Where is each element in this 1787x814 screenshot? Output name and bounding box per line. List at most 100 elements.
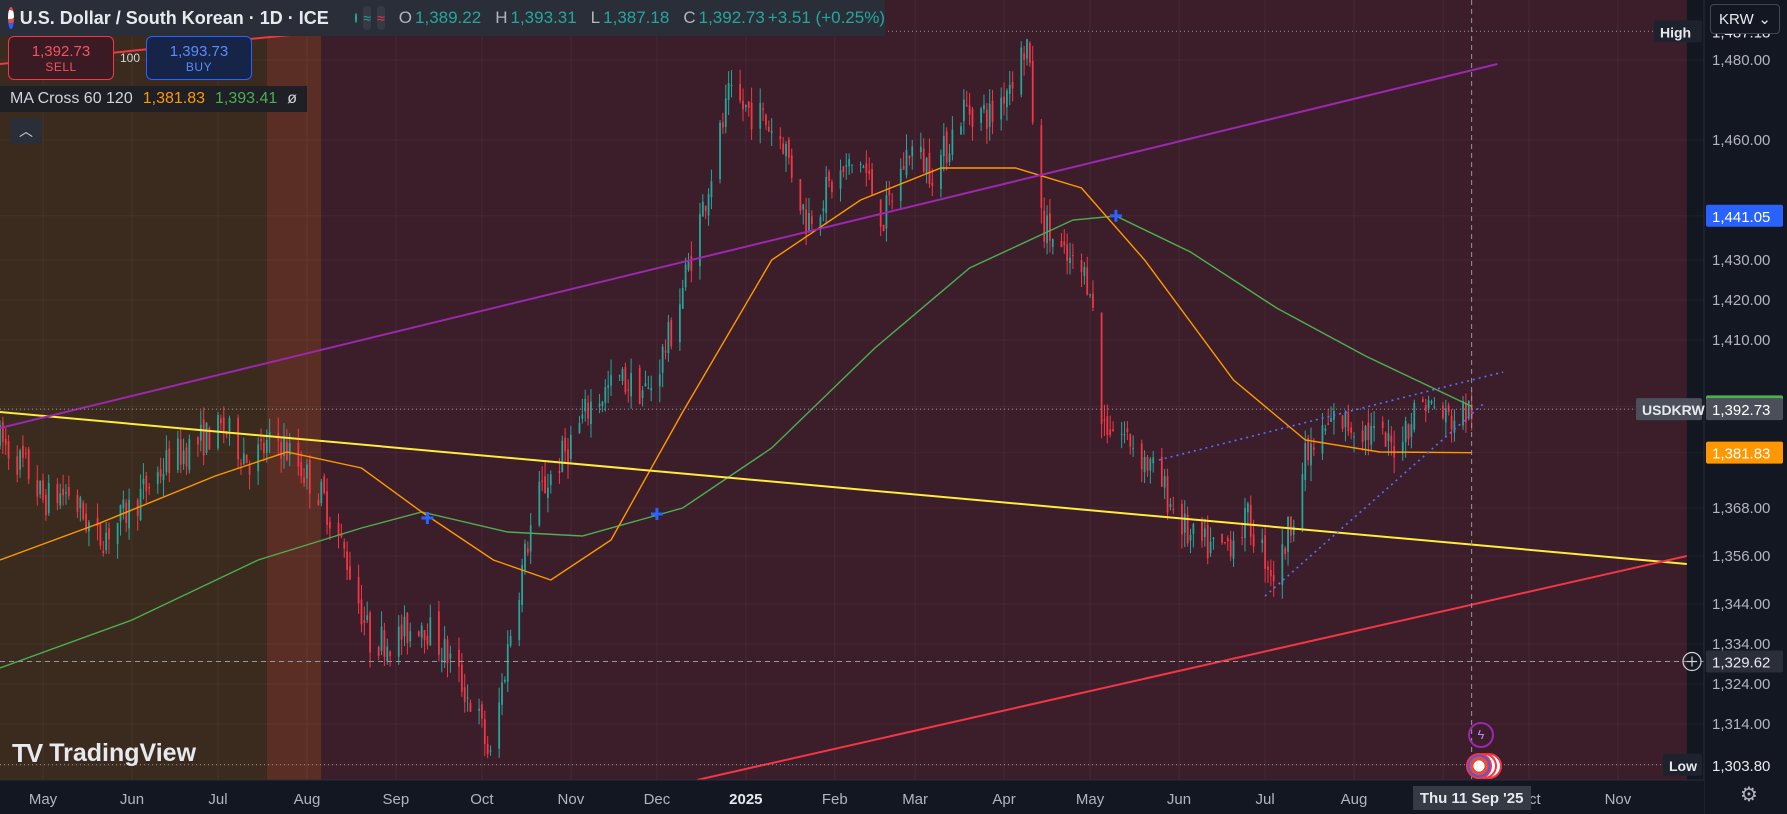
candle-body bbox=[1043, 210, 1046, 242]
candle-body bbox=[1370, 425, 1373, 445]
ma-fast-value: 1,381.83 bbox=[142, 90, 206, 107]
candle-body bbox=[306, 464, 308, 479]
economic-events-icon[interactable] bbox=[1466, 753, 1506, 779]
candle-body bbox=[1344, 411, 1347, 428]
candle-body bbox=[99, 522, 102, 546]
candle-body bbox=[79, 497, 82, 509]
alert-wave-icon[interactable]: ≈ bbox=[377, 6, 385, 30]
candle-body bbox=[1026, 39, 1028, 59]
buy-button[interactable]: 1,393.73 BUY bbox=[146, 36, 252, 80]
candle-body bbox=[1361, 430, 1364, 442]
gear-icon[interactable]: ⚙ bbox=[1740, 784, 1758, 806]
candle-body bbox=[529, 525, 532, 552]
candle-body bbox=[819, 216, 822, 228]
candle-body bbox=[770, 130, 773, 133]
candle-body bbox=[750, 102, 753, 130]
candle-body bbox=[67, 487, 70, 496]
candle-body bbox=[389, 651, 392, 657]
candle-body bbox=[145, 475, 148, 492]
candle-body bbox=[1049, 213, 1051, 241]
candle-body bbox=[219, 418, 222, 424]
candle-body bbox=[340, 533, 343, 537]
currency-selector[interactable]: KRW ⌄ bbox=[1710, 4, 1780, 34]
candle-body bbox=[1112, 429, 1114, 432]
candle-body bbox=[24, 453, 27, 455]
candle-body bbox=[928, 153, 931, 184]
time-tick-label: Dec bbox=[644, 791, 671, 808]
candle-body bbox=[925, 158, 928, 175]
candle-body bbox=[182, 450, 185, 465]
candle-body bbox=[242, 453, 245, 464]
candle-body bbox=[1152, 457, 1155, 464]
candle-body bbox=[911, 146, 914, 157]
sell-button[interactable]: 1,392.73 SELL bbox=[8, 36, 114, 80]
candle-body bbox=[701, 201, 704, 217]
tradingview-logo: TV TradingView bbox=[12, 738, 196, 769]
candle-body bbox=[237, 417, 239, 460]
candle-body bbox=[598, 403, 601, 407]
candle-body bbox=[506, 644, 509, 682]
candle-body bbox=[1023, 53, 1026, 60]
candle-body bbox=[1149, 458, 1152, 471]
time-tick-label: 2025 bbox=[729, 791, 762, 808]
candle-body bbox=[343, 542, 346, 549]
price-label-value: 1,392.73 bbox=[1712, 402, 1770, 419]
candle-body bbox=[1080, 260, 1083, 273]
chevron-up-icon[interactable]: ︿ bbox=[10, 118, 42, 144]
price-label-tag-box bbox=[1636, 398, 1702, 421]
candle-body bbox=[739, 84, 742, 101]
candle-body bbox=[1106, 416, 1109, 436]
candle-body bbox=[730, 84, 733, 87]
change-value: +3.51 (+0.25%) bbox=[767, 8, 885, 27]
candle-body bbox=[862, 166, 865, 168]
candle-body bbox=[240, 463, 242, 465]
ma-cross-marker bbox=[1109, 209, 1122, 222]
candle-body bbox=[128, 499, 130, 529]
price-label-box bbox=[1706, 204, 1783, 227]
quantity-field[interactable]: 100 bbox=[119, 51, 141, 65]
candle-body bbox=[1126, 428, 1129, 433]
candle-body bbox=[851, 164, 853, 166]
candle-body bbox=[1267, 566, 1269, 571]
candle-body bbox=[722, 122, 724, 128]
symbol-info-bar: U.S. Dollar / South Korean · 1D · ICE ≈ … bbox=[0, 0, 885, 36]
candle-body bbox=[678, 304, 681, 343]
candle-body bbox=[767, 126, 770, 132]
candle-body bbox=[1244, 507, 1246, 538]
price-label-tag: High bbox=[1660, 24, 1691, 40]
symbol-title[interactable]: U.S. Dollar / South Korean · 1D · ICE bbox=[19, 7, 329, 28]
price-label-box bbox=[1706, 398, 1783, 421]
ma-slow-value: 1,393.41 bbox=[215, 90, 278, 107]
candle-body bbox=[1000, 97, 1003, 120]
candle-body bbox=[478, 708, 480, 711]
candle-body bbox=[162, 473, 165, 481]
data-delay-icon[interactable]: ≈ bbox=[363, 6, 372, 30]
candle-body bbox=[1008, 84, 1011, 94]
candle-body bbox=[1172, 508, 1175, 510]
candle-body bbox=[667, 322, 670, 354]
candle-body bbox=[1066, 244, 1069, 261]
candle-body bbox=[785, 144, 787, 157]
price-tick-label: 1,420.00 bbox=[1712, 292, 1770, 309]
candle-body bbox=[1433, 406, 1436, 408]
candle-body bbox=[300, 462, 303, 477]
candle-body bbox=[409, 631, 412, 642]
candle-body bbox=[965, 104, 968, 106]
candle-body bbox=[1046, 215, 1048, 244]
candle-body bbox=[205, 422, 208, 453]
candle-body bbox=[1252, 534, 1255, 547]
lightning-event-icon[interactable]: ϟ bbox=[1468, 722, 1494, 748]
price-tick-label: 1,460.00 bbox=[1712, 132, 1770, 149]
add-alert-circle bbox=[1682, 651, 1702, 672]
candle-body bbox=[1031, 61, 1034, 123]
candle-body bbox=[357, 577, 360, 604]
candle-body bbox=[438, 611, 440, 655]
price-label-box bbox=[1706, 441, 1783, 464]
market-status-icon[interactable] bbox=[354, 13, 358, 23]
candle-body bbox=[518, 600, 521, 641]
candle-body bbox=[1183, 513, 1186, 533]
time-tick-label: Apr bbox=[992, 791, 1015, 808]
indicator-legend[interactable]: MA Cross 60 120 1,381.83 1,393.41 ø bbox=[0, 86, 308, 112]
candle-body bbox=[802, 204, 805, 210]
